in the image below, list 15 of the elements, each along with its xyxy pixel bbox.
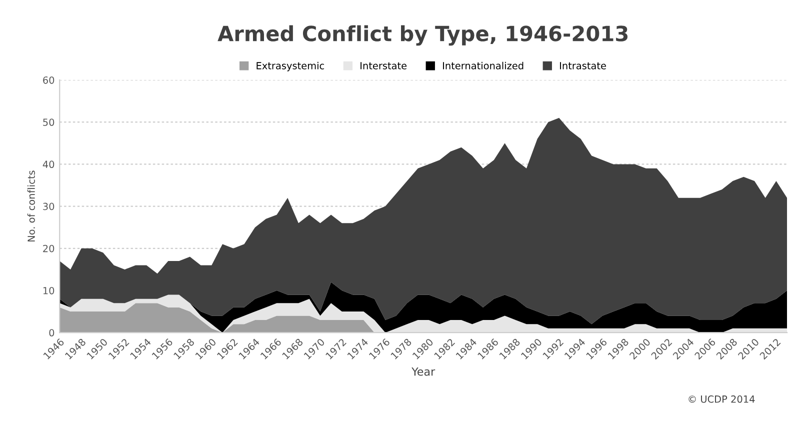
legend-label: Interstate [360, 62, 407, 70]
y-tick-label: 30 [43, 202, 54, 210]
x-axis-title: Year [412, 368, 436, 376]
y-tick-label: 60 [43, 76, 54, 84]
y-tick-label: 10 [43, 286, 54, 294]
y-axis-title: No. of conflicts [27, 170, 35, 242]
y-tick-label: 0 [49, 329, 54, 336]
text: © UCDP 2014 [688, 395, 755, 403]
legend-label: Extrasystemic [256, 62, 324, 72]
legend-label: Intrastate [560, 62, 606, 70]
chart-title: Armed Conflict by Type, 1946-2013 [218, 25, 628, 46]
y-tick-label: 50 [43, 118, 54, 126]
y-tick-label: 20 [43, 244, 54, 252]
legend-label: Internationalized [443, 62, 524, 70]
y-tick-label: 40 [42, 160, 54, 168]
